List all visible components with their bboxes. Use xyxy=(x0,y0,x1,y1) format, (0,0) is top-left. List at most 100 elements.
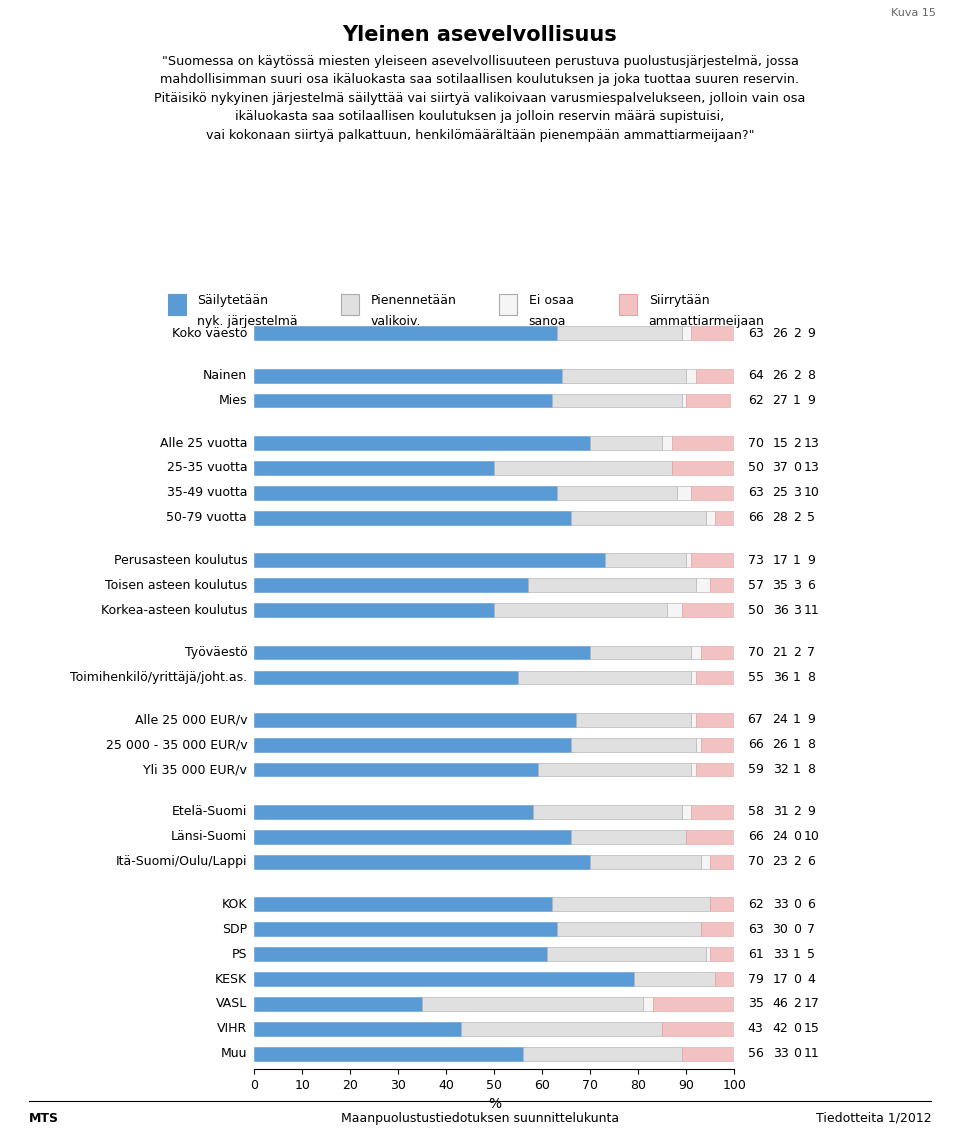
Text: Ei osaa: Ei osaa xyxy=(529,294,574,307)
Text: Maanpuolustustiedotuksen suunnittelukunta: Maanpuolustustiedotuksen suunnittelukunt… xyxy=(341,1112,619,1124)
Text: Säilytetään: Säilytetään xyxy=(198,294,269,307)
Text: 2: 2 xyxy=(793,370,801,382)
Text: 33: 33 xyxy=(773,1047,788,1061)
Text: 0: 0 xyxy=(793,922,801,936)
Bar xyxy=(254,805,533,819)
Bar xyxy=(528,579,696,592)
Bar xyxy=(538,763,691,777)
Text: nyk. järjestelmä: nyk. järjestelmä xyxy=(198,315,299,327)
Bar xyxy=(590,855,701,869)
Text: 50: 50 xyxy=(748,604,763,616)
Bar xyxy=(710,579,739,592)
Text: 1: 1 xyxy=(793,395,801,407)
Bar xyxy=(686,554,691,567)
Bar xyxy=(672,437,734,450)
Bar xyxy=(254,579,528,592)
Bar xyxy=(691,763,696,777)
Text: 2: 2 xyxy=(793,326,801,340)
Text: Muu: Muu xyxy=(221,1047,248,1061)
Text: SDP: SDP xyxy=(222,922,248,936)
Bar xyxy=(701,738,739,752)
X-axis label: %: % xyxy=(488,1097,501,1111)
Text: 2: 2 xyxy=(793,855,801,869)
Text: 57: 57 xyxy=(748,579,763,591)
Text: Korkea-asteen koulutus: Korkea-asteen koulutus xyxy=(101,604,248,616)
Text: 9: 9 xyxy=(807,395,815,407)
Bar xyxy=(672,462,734,475)
Text: 35: 35 xyxy=(748,997,763,1011)
Bar xyxy=(547,947,706,961)
Text: 17: 17 xyxy=(773,972,788,986)
Text: 0: 0 xyxy=(793,462,801,474)
Bar xyxy=(682,805,691,819)
Text: 9: 9 xyxy=(807,326,815,340)
Bar xyxy=(691,805,734,819)
Bar xyxy=(691,485,739,500)
Bar xyxy=(653,997,734,1011)
Text: 24: 24 xyxy=(773,830,788,844)
Bar xyxy=(254,713,576,727)
Text: 42: 42 xyxy=(773,1022,788,1036)
Bar xyxy=(254,855,590,869)
Text: 67: 67 xyxy=(748,713,763,727)
Bar xyxy=(557,485,677,500)
Bar xyxy=(562,368,686,382)
Bar xyxy=(667,604,682,617)
Text: 0: 0 xyxy=(793,898,801,911)
Text: 8: 8 xyxy=(807,738,815,752)
Bar xyxy=(682,393,686,407)
Text: 7: 7 xyxy=(807,646,815,659)
Bar xyxy=(605,554,686,567)
Text: 30: 30 xyxy=(773,922,788,936)
Bar xyxy=(254,554,605,567)
Bar xyxy=(691,713,696,727)
Text: 1: 1 xyxy=(793,763,801,777)
Text: 64: 64 xyxy=(748,370,763,382)
Text: 9: 9 xyxy=(807,713,815,727)
Bar xyxy=(576,713,691,727)
Text: KESK: KESK xyxy=(215,972,248,986)
Bar xyxy=(696,713,739,727)
Bar xyxy=(706,511,715,524)
Text: 2: 2 xyxy=(793,997,801,1011)
Text: 73: 73 xyxy=(748,554,763,566)
Text: Etelä-Suomi: Etelä-Suomi xyxy=(172,805,248,819)
Text: 13: 13 xyxy=(804,462,819,474)
Text: Koko väestö: Koko väestö xyxy=(172,326,248,340)
Text: 2: 2 xyxy=(793,805,801,819)
Text: 79: 79 xyxy=(748,972,763,986)
Bar xyxy=(254,604,494,617)
Text: 56: 56 xyxy=(748,1047,763,1061)
Bar xyxy=(254,671,518,684)
Text: "Suomessa on käytössä miesten yleiseen asevelvollisuuteen perustuva puolustusjär: "Suomessa on käytössä miesten yleiseen a… xyxy=(155,55,805,142)
Bar xyxy=(634,972,715,986)
Text: 1: 1 xyxy=(793,554,801,566)
Bar xyxy=(691,671,696,684)
Text: Yleinen asevelvollisuus: Yleinen asevelvollisuus xyxy=(343,25,617,45)
Text: Työväestö: Työväestö xyxy=(184,646,248,659)
Text: 13: 13 xyxy=(804,437,819,449)
Text: 11: 11 xyxy=(804,604,819,616)
Bar xyxy=(686,368,696,382)
Bar xyxy=(571,511,706,524)
Text: 37: 37 xyxy=(773,462,788,474)
Text: Nainen: Nainen xyxy=(204,370,248,382)
Text: 25 000 - 35 000 EUR/v: 25 000 - 35 000 EUR/v xyxy=(106,738,248,752)
Text: 9: 9 xyxy=(807,805,815,819)
Text: ammattiarmeijaan: ammattiarmeijaan xyxy=(649,315,764,327)
Text: 62: 62 xyxy=(748,898,763,911)
Text: 6: 6 xyxy=(807,898,815,911)
Text: Tiedotteita 1/2012: Tiedotteita 1/2012 xyxy=(816,1112,931,1124)
Bar xyxy=(715,972,734,986)
Bar xyxy=(706,947,710,961)
Text: 66: 66 xyxy=(748,738,763,752)
Text: 0: 0 xyxy=(793,1022,801,1036)
Text: sanoa: sanoa xyxy=(529,315,566,327)
Text: 9: 9 xyxy=(807,554,815,566)
Text: 32: 32 xyxy=(773,763,788,777)
Bar xyxy=(494,604,667,617)
Text: 3: 3 xyxy=(793,604,801,616)
Bar xyxy=(715,511,739,524)
Text: Alle 25 vuotta: Alle 25 vuotta xyxy=(159,437,248,449)
Text: 66: 66 xyxy=(748,512,763,524)
